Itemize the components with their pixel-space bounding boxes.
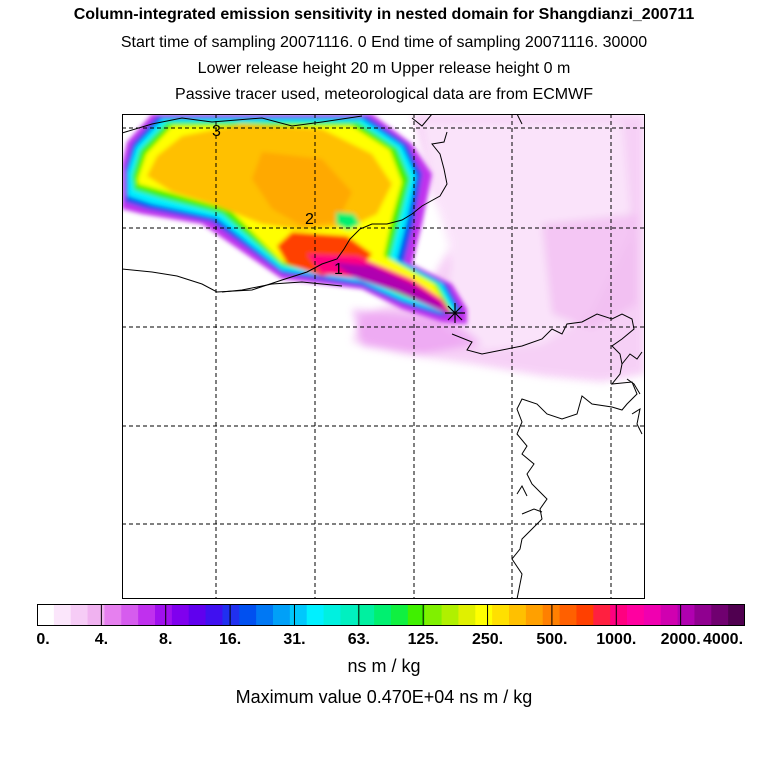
colorbar-cell (525, 604, 544, 626)
colorbar-cell (121, 604, 139, 626)
colorbar-tick-label: 1000. (596, 631, 637, 648)
receptor-star-marker (445, 303, 465, 323)
colorbar-cell (323, 604, 342, 626)
colorbar-cell (357, 604, 375, 626)
colorbar-cell (256, 604, 274, 626)
trajectory-label-1: 1 (334, 261, 343, 278)
colorbar-cell (70, 604, 89, 626)
map-gridlines (122, 114, 645, 599)
colorbar-cell (273, 604, 291, 626)
colorbar-tick-label: 31. (283, 631, 306, 648)
colorbar-cell (610, 604, 628, 626)
colorbar-cell (289, 604, 308, 626)
colorbar-cell (340, 604, 358, 626)
colorbar-cell (660, 604, 679, 626)
colorbar-frame (37, 604, 745, 626)
colorbar-cell (188, 604, 207, 626)
sampling-time-line: Start time of sampling 20071116. 0 End t… (120, 34, 648, 51)
colorbar-cell (694, 604, 712, 626)
colorbar-cell (155, 604, 173, 626)
colorbar-tick-label: 500. (536, 631, 568, 648)
colorbar-tick-label: 250. (471, 631, 504, 648)
colorbar-cell (711, 604, 729, 626)
colorbar-cell (171, 604, 190, 626)
colorbar-cell (391, 604, 409, 626)
colorbar-cell (306, 604, 325, 626)
colorbar-cell (222, 604, 240, 626)
emission-sensitivity-map: 1 2 3 (122, 114, 645, 599)
colorbar-cell (374, 604, 392, 626)
colorbar-cell (407, 604, 426, 626)
colorbar-cell (627, 604, 645, 626)
colorbar (37, 604, 745, 626)
colorbar-cell (53, 604, 72, 626)
colorbar-cell (728, 604, 745, 626)
colorbar-cell (475, 604, 493, 626)
colorbar-cell (458, 604, 476, 626)
figure-title: Column-integrated emission sensitivity i… (73, 6, 695, 23)
colorbar-cell (559, 604, 578, 626)
colorbar-cell (492, 604, 510, 626)
trajectory-label-3: 3 (212, 123, 221, 140)
colorbar-cell (576, 604, 594, 626)
maximum-value-label: Maximum value 0.470E+04 ns m / kg (235, 687, 533, 707)
colorbar-tick-label: 63. (347, 631, 370, 648)
colorbar-tick-label: 2000. (660, 631, 701, 648)
colorbar-cell (677, 604, 696, 626)
tracer-info-line: Passive tracer used, meteorological data… (175, 86, 593, 103)
colorbar-cell (104, 604, 122, 626)
colorbar-tick-label: 8. (159, 631, 173, 648)
plume (122, 114, 467, 324)
trajectory-label-2: 2 (305, 211, 314, 228)
colorbar-cell (593, 604, 611, 626)
colorbar-tick-label: 0. (36, 631, 50, 648)
release-height-line: Lower release height 20 m Upper release … (197, 60, 571, 77)
colorbar-cell (205, 604, 224, 626)
colorbar-cell (509, 604, 527, 626)
colorbar-cell (424, 604, 443, 626)
colorbar-tick-label: 16. (218, 631, 242, 648)
map-frame (122, 114, 645, 599)
colorbar-cell (239, 604, 257, 626)
colorbar-tick-label: 125. (407, 631, 439, 648)
colorbar-cell (138, 604, 156, 626)
colorbar-cell (37, 604, 55, 626)
colorbar-cell (643, 604, 662, 626)
colorbar-cell (441, 604, 460, 626)
colorbar-tick-label: 4. (94, 631, 109, 648)
colorbar-unit: ns m / kg (347, 656, 421, 676)
colorbar-tick-label: 4000. (702, 631, 744, 648)
colorbar-cell (87, 604, 106, 626)
